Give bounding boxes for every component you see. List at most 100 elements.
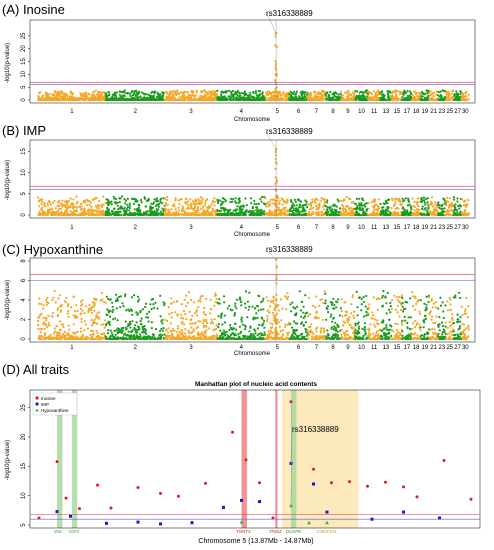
snp-point xyxy=(467,198,470,202)
snp-point xyxy=(135,321,138,324)
snp-point xyxy=(133,213,136,216)
snp-point xyxy=(83,312,86,315)
snp-point xyxy=(159,329,162,333)
snp-point xyxy=(109,201,112,204)
snp-point xyxy=(136,98,139,101)
snp-point xyxy=(440,207,443,210)
snp-point xyxy=(88,98,91,101)
snp-point xyxy=(408,98,411,101)
snp-point xyxy=(100,91,103,94)
snp-point xyxy=(198,97,201,100)
snp-point xyxy=(260,196,264,199)
snp-point xyxy=(170,96,173,99)
snp-point xyxy=(149,205,152,208)
snp-point xyxy=(239,205,242,208)
snp-point xyxy=(265,212,268,215)
snp-point xyxy=(450,92,453,95)
snp-point xyxy=(111,96,114,99)
y-tick-label: 5 xyxy=(21,191,27,195)
snp-point xyxy=(356,211,359,214)
x-tick-label: 27 xyxy=(454,109,461,115)
snp-point xyxy=(142,213,145,217)
snp-point xyxy=(409,90,412,93)
snp-point xyxy=(195,89,198,92)
snp-point xyxy=(115,307,118,310)
snp-point xyxy=(331,93,334,96)
snp-point xyxy=(183,93,186,96)
snp-point xyxy=(401,197,404,200)
snp-point xyxy=(126,206,129,209)
snp-point xyxy=(374,200,377,203)
snp-point xyxy=(67,206,70,209)
snp-point xyxy=(384,213,387,216)
snp-point xyxy=(398,197,401,200)
snp-point xyxy=(130,296,133,299)
snp-point xyxy=(277,201,280,204)
peak-point xyxy=(275,74,278,77)
snp-point xyxy=(392,204,395,207)
snp-point xyxy=(110,98,113,102)
snp-point xyxy=(148,310,151,313)
snp-point xyxy=(456,92,459,95)
snp-point xyxy=(100,337,103,340)
snp-point xyxy=(81,98,84,101)
snp-point xyxy=(164,207,167,210)
snp-point xyxy=(41,96,44,99)
y-tick-label: 5 xyxy=(21,85,27,89)
snp-point xyxy=(140,213,143,217)
snp-point xyxy=(49,333,52,336)
snp-point xyxy=(432,205,435,208)
snp-point xyxy=(402,93,405,96)
x-axis-label-imp: Chromosome xyxy=(234,232,271,238)
peak-point xyxy=(274,157,277,161)
snp-point xyxy=(326,212,329,215)
snp-point xyxy=(243,98,246,101)
snp-point xyxy=(386,90,389,93)
snp-point xyxy=(303,93,306,96)
snp-point xyxy=(72,213,75,217)
annotation-connector xyxy=(265,11,277,34)
snp-point xyxy=(403,213,406,217)
snp-point xyxy=(79,327,82,330)
snp-point xyxy=(37,196,40,199)
snp-point xyxy=(381,210,384,213)
snp-point xyxy=(235,97,238,100)
snp-point xyxy=(88,203,91,206)
snp-point xyxy=(412,213,415,216)
snp-point xyxy=(372,211,376,214)
peak-point xyxy=(274,161,277,164)
snp-point xyxy=(205,91,208,94)
snp-point xyxy=(429,201,433,204)
snp-point xyxy=(317,96,320,99)
snp-point xyxy=(229,211,232,215)
snp-point xyxy=(38,205,41,208)
snp-point xyxy=(131,329,134,332)
snp-point xyxy=(448,93,451,96)
snp-point xyxy=(174,208,177,211)
snp-point xyxy=(124,199,128,202)
snp-point xyxy=(234,197,237,200)
snp-point xyxy=(295,207,298,210)
snp-point xyxy=(183,97,186,101)
snp-point xyxy=(127,323,130,326)
snp-point xyxy=(62,98,65,101)
snp-point xyxy=(193,95,196,99)
snp-point xyxy=(268,90,271,93)
snp-point xyxy=(40,198,43,201)
snp-point xyxy=(357,97,360,100)
snp-point xyxy=(76,206,79,209)
snp-point xyxy=(106,206,109,209)
snp-point xyxy=(63,92,66,95)
snp-point xyxy=(222,98,225,101)
snp-point xyxy=(106,308,109,311)
snp-point xyxy=(354,89,357,93)
snp-point xyxy=(354,202,357,205)
snp-point xyxy=(105,198,108,201)
snp-point xyxy=(273,94,276,97)
snp-point xyxy=(285,201,288,204)
snp-point xyxy=(116,204,119,207)
snp-point xyxy=(186,207,189,210)
snp-point xyxy=(185,198,188,201)
snp-point xyxy=(357,197,361,200)
